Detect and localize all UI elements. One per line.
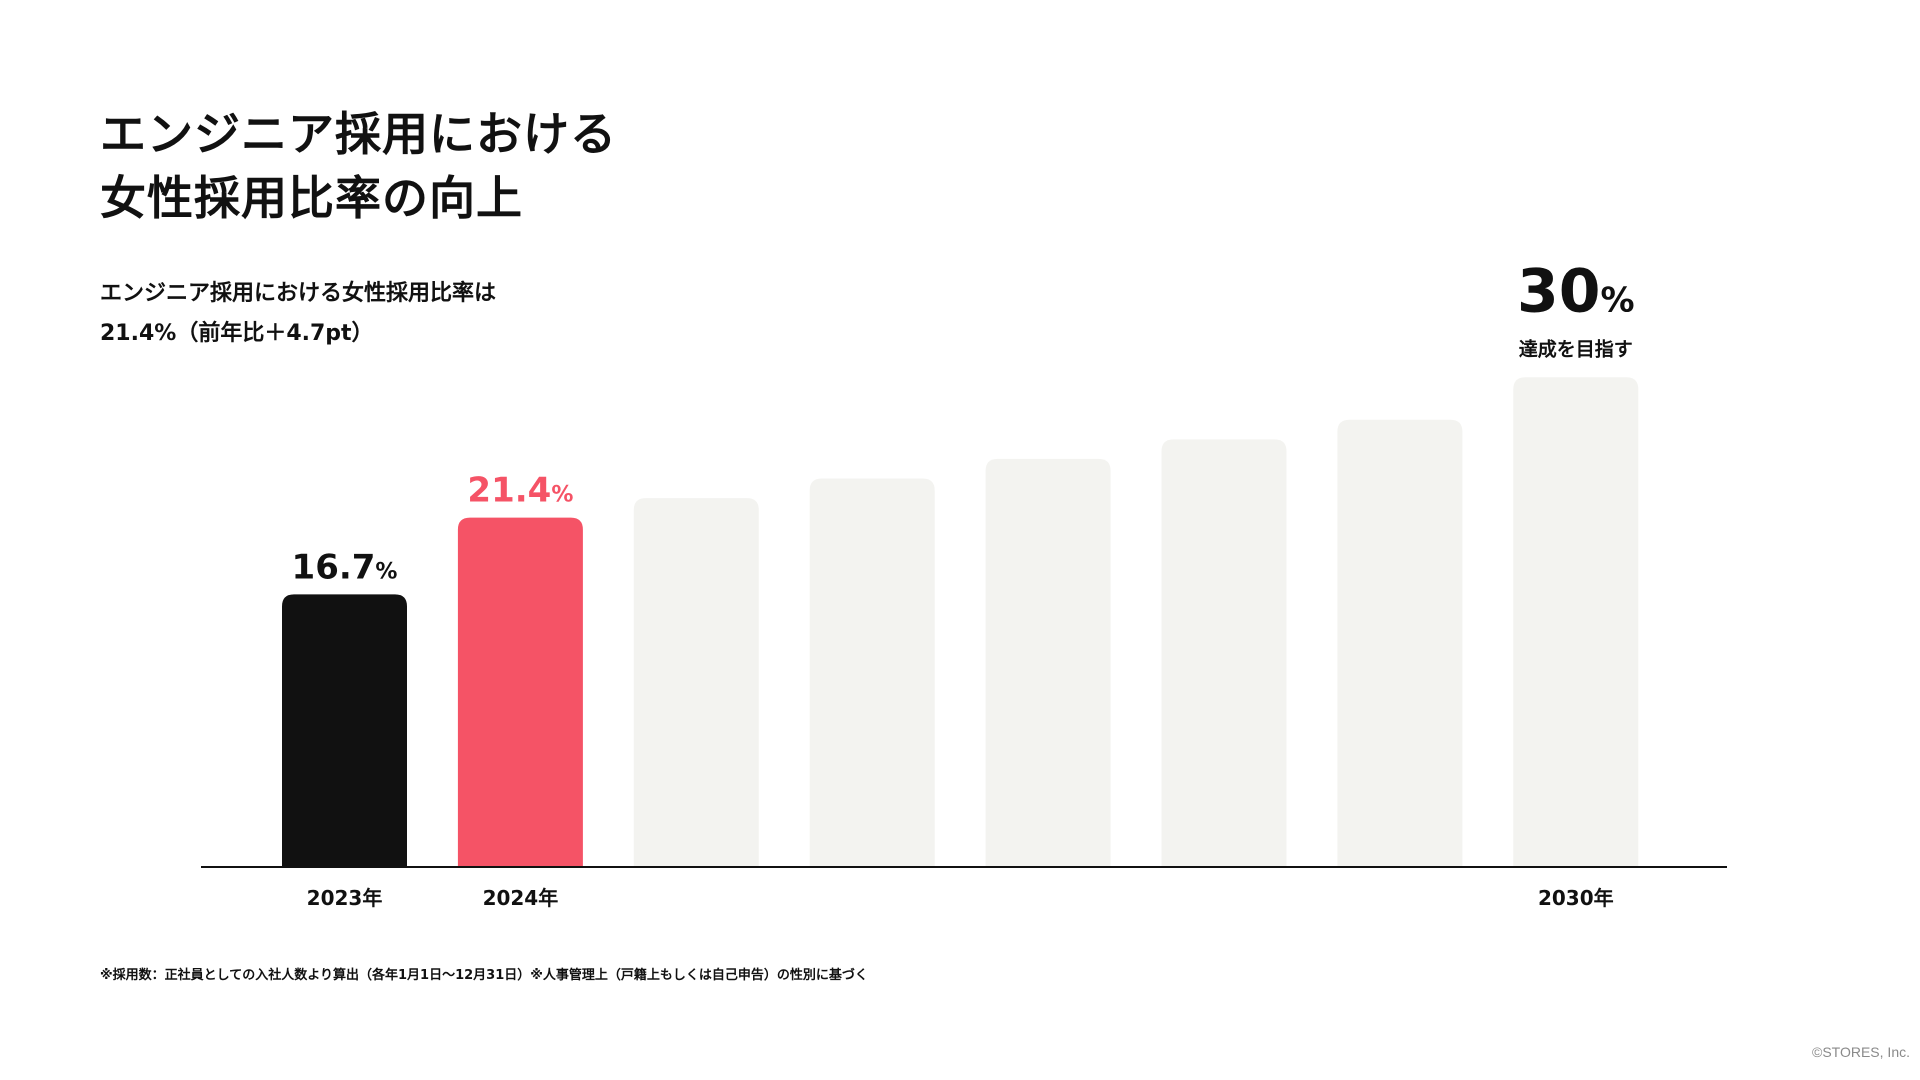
bar-value-label-8: 30% [1517, 256, 1635, 326]
target-annotation: 達成を目指す [1519, 337, 1633, 360]
page-title-line-1: エンジニア採用における [100, 107, 617, 161]
copyright: ©STORES, Inc. [1812, 1044, 1910, 1060]
bar-4 [809, 478, 935, 867]
x-tick-label-2: 2024年 [483, 886, 559, 910]
x-tick-label-8: 2030年 [1538, 886, 1614, 910]
bar-8 [1513, 377, 1639, 867]
bar-value-label-1: 16.7% [292, 547, 398, 587]
bar-value-unit: % [551, 483, 573, 508]
bar-value-unit: % [375, 559, 397, 584]
bar-7 [1337, 419, 1463, 867]
bar-value-number: 16.7 [292, 547, 376, 587]
bar-6 [1161, 439, 1287, 867]
page-subtitle-line-2: 21.4%（前年比＋4.7pt） [100, 321, 374, 346]
bar-value-unit: % [1601, 280, 1635, 320]
bar-1 [282, 594, 407, 867]
page-title-line-2: 女性採用比率の向上 [100, 171, 523, 225]
bar-3 [633, 498, 759, 867]
bar-value-number: 30 [1517, 256, 1601, 326]
bar-5 [985, 458, 1111, 867]
page-subtitle: エンジニア採用における女性採用比率は 21.4%（前年比＋4.7pt） [100, 274, 496, 354]
bar-value-label-2: 21.4% [467, 471, 573, 511]
page-subtitle-line-1: エンジニア採用における女性採用比率は [100, 281, 497, 306]
bar-value-number: 21.4 [467, 471, 551, 511]
bar-2 [457, 517, 583, 867]
x-tick-label-1: 2023年 [307, 886, 383, 910]
footnote: ※採用数：正社員としての入社人数より算出（各年1月1日〜12月31日）※人事管理… [100, 968, 868, 983]
page-title: エンジニア採用における 女性採用比率の向上 [100, 102, 617, 230]
